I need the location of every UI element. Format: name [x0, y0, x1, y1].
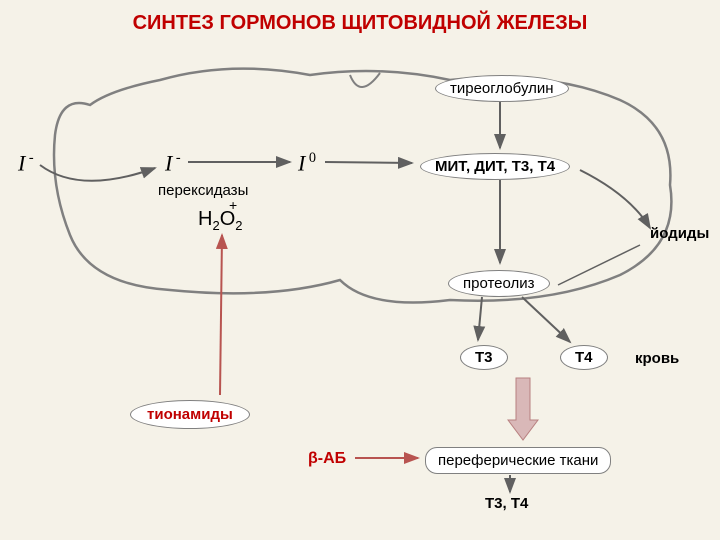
proteolysis-label: протеолиз — [448, 270, 550, 297]
h2o2-label: Н2О2 — [198, 208, 242, 233]
iodide-inside: I - — [165, 150, 181, 176]
iodides-label: йодиды — [650, 225, 709, 242]
block-arrow-t3t4 — [508, 378, 538, 440]
thionamides-label: тионамиды — [130, 400, 250, 429]
peripheral-label: переферические ткани — [425, 447, 611, 474]
thyroglobulin-label: тиреоглобулин — [435, 75, 569, 102]
iodine-zero: I 0 — [298, 150, 316, 176]
t3-t4-bottom: Т3, Т4 — [485, 495, 528, 512]
mit-dit-label: МИТ, ДИТ, Т3, Т4 — [420, 153, 570, 180]
t3-label: Т3 — [460, 345, 508, 370]
blood-label: кровь — [635, 350, 679, 367]
t4-label: Т4 — [560, 345, 608, 370]
page-title: СИНТЕЗ ГОРМОНОВ ЩИТОВИДНОЙ ЖЕЛЕЗЫ — [0, 0, 720, 35]
beta-ab-label: β-АБ — [308, 450, 346, 468]
cell-membrane — [30, 55, 690, 315]
iodide-outside: I - — [18, 150, 34, 176]
